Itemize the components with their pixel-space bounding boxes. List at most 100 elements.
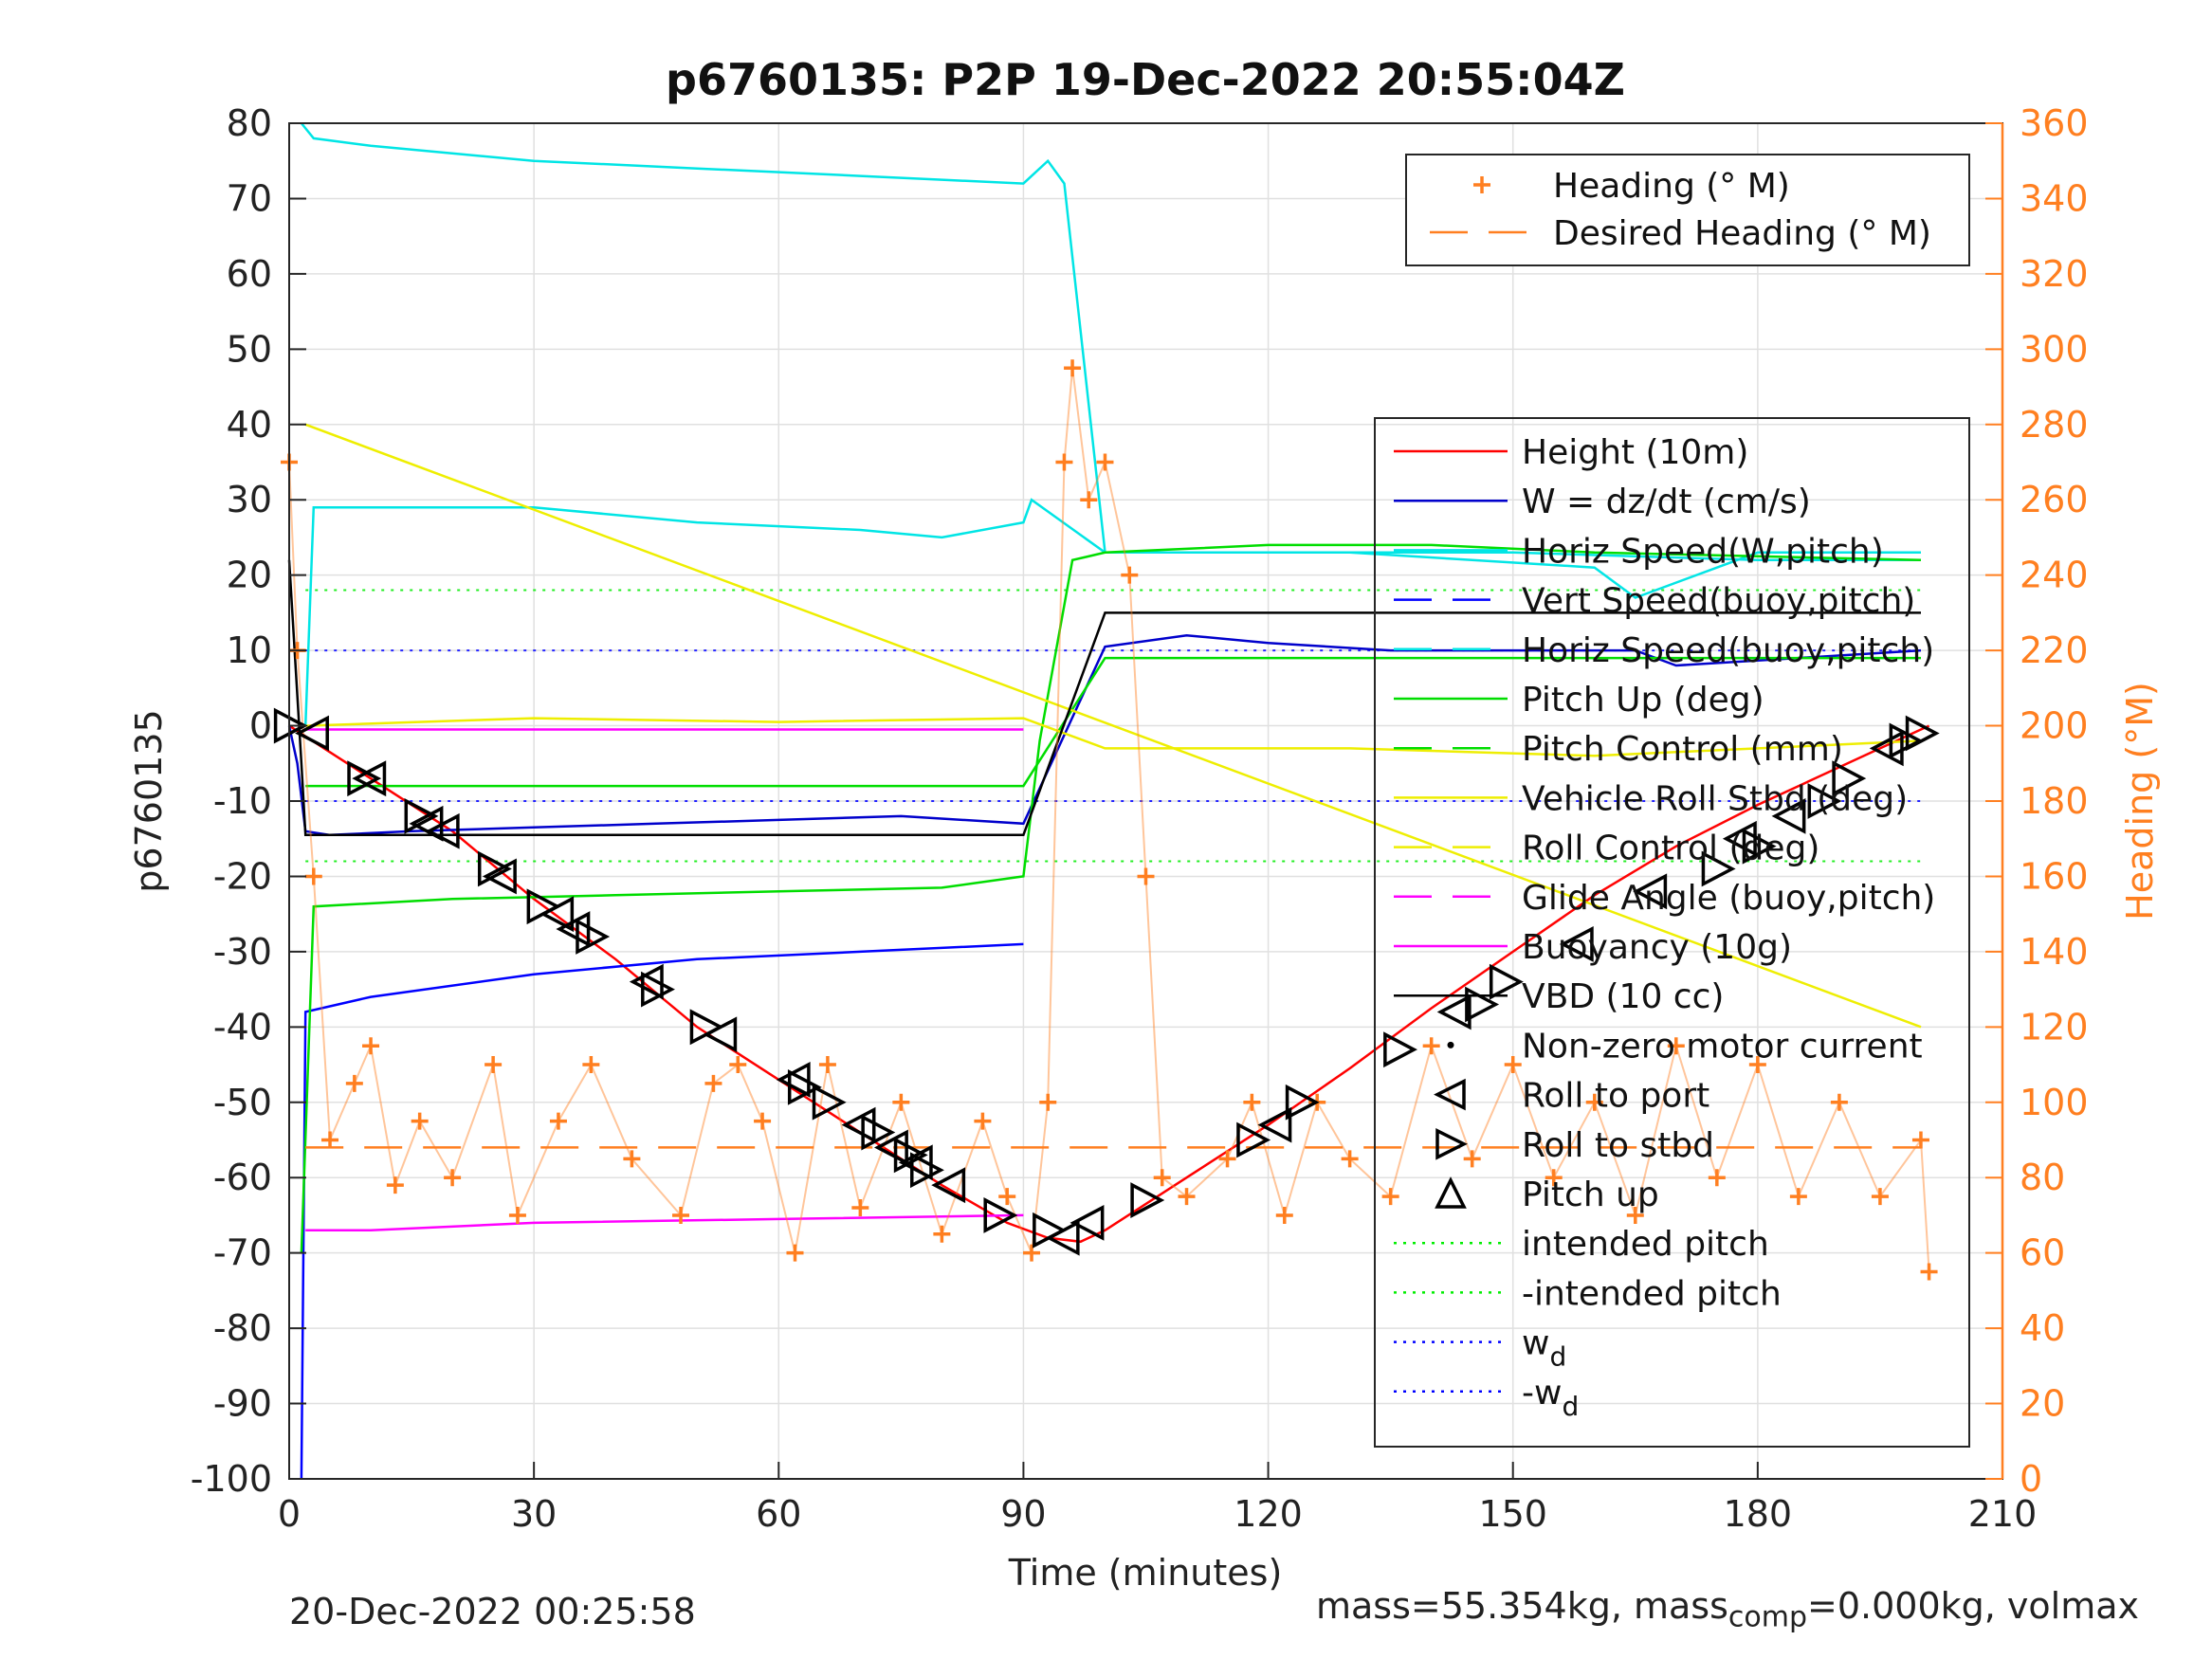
legend-heading-entry: Desired Heading (° M) (1430, 214, 1931, 253)
y-axis-label-left: p6760135 (128, 709, 170, 892)
heading-point (818, 1056, 836, 1074)
y-tick-label-left: 60 (227, 253, 272, 295)
marker-roll-port (931, 1167, 966, 1204)
y-tick-label-left: 0 (249, 705, 272, 747)
marker-roll-port (1633, 873, 1668, 910)
footer-date: 20-Dec-2022 00:25:58 (289, 1591, 696, 1632)
y-tick-label-left: 10 (227, 629, 272, 671)
heading-point (549, 1112, 567, 1130)
marker-roll-stbd (1130, 1182, 1165, 1218)
marker-roll-stbd (1383, 1031, 1418, 1068)
series-line (304, 423, 1922, 1029)
heading-point (484, 1056, 503, 1074)
heading-point (1243, 1093, 1261, 1111)
heading-point (623, 1150, 641, 1168)
y-tick-label-left: 80 (227, 102, 272, 144)
legend-heading-entry: Heading (° M) (1473, 167, 1790, 206)
heading-point (1504, 1056, 1522, 1074)
heading-point (386, 1176, 404, 1194)
heading-point (1789, 1188, 1807, 1206)
legend-main-entry: Buoyancy (10g) (1394, 928, 1792, 967)
heading-point (1039, 1093, 1057, 1111)
heading-point (1911, 1131, 1929, 1149)
legend-main-entry: Height (10m) (1394, 433, 1748, 472)
marker-roll-port (425, 812, 460, 849)
marker-roll-stbd (477, 850, 512, 887)
y-tick-label-right: 180 (2020, 780, 2089, 822)
y-tick-label-left: -40 (213, 1006, 272, 1048)
series-line (288, 724, 1930, 1244)
y-tick-label-left: -10 (213, 780, 272, 822)
heading-point (1218, 1150, 1236, 1168)
marker-roll-port (352, 760, 387, 797)
series-line (303, 498, 1921, 726)
legend-main-entry: Non-zero motor current (1447, 1027, 1923, 1066)
marker-roll-stbd (787, 1068, 822, 1105)
y-tick-label-right: 280 (2020, 404, 2089, 446)
y-tick-label-right: 20 (2020, 1383, 2065, 1425)
heading-point (1121, 566, 1139, 584)
series-line (305, 1213, 1024, 1232)
marker-roll-port (482, 858, 517, 895)
y-tick-label-left: 30 (227, 479, 272, 520)
marker-roll-port (629, 963, 664, 1000)
legend-main-label: W = dz/dt (cm/s) (1522, 483, 1811, 521)
legend-main-symbol (1447, 1041, 1454, 1048)
heading-point (1080, 491, 1098, 509)
y-tick-label-right: 100 (2020, 1082, 2089, 1123)
heading-point (851, 1199, 869, 1216)
y-tick-label-left: 70 (227, 177, 272, 219)
legend-main-label: Vehicle Roll Stbd (deg) (1522, 779, 1908, 818)
heading-point (1023, 1244, 1041, 1262)
marker-roll-stbd (983, 1197, 1018, 1233)
marker-roll-stbd (1033, 1212, 1067, 1249)
heading-point (1626, 1206, 1644, 1224)
heading-point (411, 1112, 429, 1130)
marker-roll-port (1559, 926, 1594, 962)
x-tick-label: 180 (1724, 1493, 1793, 1535)
heading-point (444, 1169, 462, 1187)
marker-roll-stbd (1489, 963, 1524, 1000)
marker-roll-stbd (1889, 722, 1924, 759)
legend-main-entry: Roll Control (deg) (1394, 830, 1819, 868)
series-line (300, 122, 1921, 599)
marker-roll-stbd (641, 971, 675, 1008)
y-tick-label-left: -60 (213, 1157, 272, 1198)
legend-heading-label: Desired Heading (° M) (1553, 214, 1931, 253)
heading-point (1545, 1169, 1563, 1187)
y-tick-label-left: -80 (213, 1307, 272, 1349)
heading-point (1178, 1188, 1196, 1206)
marker-roll-stbd (812, 1084, 847, 1121)
marker-roll-port (1436, 994, 1472, 1030)
y-tick-label-right: 340 (2020, 177, 2089, 219)
heading-point (1708, 1169, 1726, 1187)
marker-roll-stbd (861, 1114, 896, 1151)
x-tick-label: 210 (1968, 1493, 2038, 1535)
y-tick-label-right: 260 (2020, 479, 2089, 520)
marker-roll-stbd (1742, 828, 1777, 865)
heading-point (508, 1206, 526, 1224)
heading-point (304, 867, 322, 885)
legend-main-label: -intended pitch (1522, 1274, 1782, 1313)
legend-main-label: Roll to port (1522, 1077, 1709, 1116)
heading-point (1748, 1056, 1766, 1074)
y-tick-label-right: 0 (2020, 1458, 2042, 1500)
heading-point (672, 1206, 690, 1224)
y-tick-label-left: -100 (191, 1458, 272, 1500)
marker-roll-port (295, 715, 329, 752)
marker-roll-port (1069, 1204, 1105, 1241)
marker-roll-stbd (1236, 1121, 1271, 1158)
series-line (300, 942, 1024, 1480)
y-tick-label-right: 40 (2020, 1307, 2065, 1349)
legend-main-label: Roll to stbd (1522, 1126, 1714, 1165)
heading-point (1275, 1206, 1293, 1224)
x-tick-label: 150 (1478, 1493, 1547, 1535)
legend-main-label: Pitch Up (deg) (1522, 681, 1764, 720)
heading-point (1381, 1188, 1399, 1206)
heading-point (974, 1112, 992, 1130)
series-line (287, 559, 1921, 837)
marker-roll-stbd (404, 797, 439, 834)
heading-point (582, 1056, 600, 1074)
series-line (300, 543, 1922, 1253)
